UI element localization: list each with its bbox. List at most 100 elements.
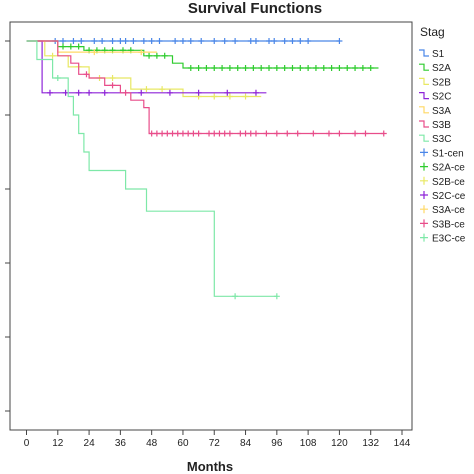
censor-mark-s2a <box>289 65 296 72</box>
censor-mark-s2c <box>166 89 173 96</box>
plot-border <box>9 21 413 431</box>
censor-mark-s1 <box>172 38 179 44</box>
legend-label: S2B <box>432 77 451 88</box>
censor-mark-s3b <box>216 130 223 137</box>
censor-mark-s2a <box>226 65 233 72</box>
legend-label: S3B-ce <box>432 219 465 230</box>
censor-mark-s2a <box>153 52 160 59</box>
censor-mark-s1 <box>91 38 98 44</box>
x-tick-label: 108 <box>300 438 317 449</box>
censor-mark-s3b <box>195 130 202 137</box>
censor-mark-s1 <box>289 38 296 44</box>
censor-mark-s3b <box>336 130 343 137</box>
censor-mark-s2b <box>211 93 218 100</box>
censor-mark-s2c <box>195 89 202 96</box>
censor-mark-s3b <box>148 130 155 137</box>
censor-mark-s3b <box>362 130 369 137</box>
x-tick-label: 120 <box>331 438 348 449</box>
legend-label: S2C-ce <box>432 191 466 202</box>
censor-mark-s3b <box>174 130 181 137</box>
x-tick-label: 72 <box>209 438 221 449</box>
survival-line-s2b <box>26 40 262 98</box>
censor-mark-s2b <box>49 52 56 59</box>
censor-mark-s2c <box>46 89 53 96</box>
legend-label: S3B <box>432 120 451 131</box>
censor-mark-s2a <box>242 65 249 72</box>
censor-mark-s2b <box>159 86 166 93</box>
legend-label: E3C-ce <box>432 234 466 245</box>
censor-mark-s3b <box>221 130 228 137</box>
legend-label: S1-cen <box>432 148 464 159</box>
legend-item: S3A-ce <box>420 205 465 216</box>
legend-label: S2B-ce <box>432 177 465 188</box>
censor-mark-s3c <box>232 293 239 300</box>
legend-item: S2A <box>419 63 451 74</box>
censor-mark-s2c <box>101 89 108 96</box>
censor-mark-s2a <box>250 65 257 72</box>
legend-label: S3A-ce <box>432 205 465 216</box>
censor-mark-s2a <box>195 65 202 72</box>
censor-mark-s2c <box>224 89 231 96</box>
censor-mark-s2a <box>336 65 343 72</box>
censor-mark-s1 <box>99 38 106 44</box>
legend-swatch <box>419 134 429 142</box>
censor-mark-s2a <box>344 65 351 72</box>
censor-mark-s2a <box>297 65 304 72</box>
censor-mark-s3b <box>352 130 359 137</box>
censor-mark-s1 <box>271 38 278 44</box>
censor-mark-s2b <box>143 86 150 93</box>
censor-mark-s2a <box>320 65 327 72</box>
censor-mark-s3c <box>54 75 61 81</box>
legend-item: S3B-ce <box>420 219 465 230</box>
x-axis: 0 12 24 36 48 60 72 84 96 108 120 132 144 <box>24 430 411 449</box>
censor-mark-s2b <box>226 93 233 100</box>
censor-mark-s1 <box>281 38 288 44</box>
x-tick-label: 132 <box>362 438 379 449</box>
legend-title: Stag <box>420 25 445 39</box>
censor-mark-s3b <box>273 130 280 137</box>
censor-mark-s3b <box>179 130 186 137</box>
legend-items: S1 S2A S2B S2C S3A S3B S3C S1-cen S2A-ce S2B-ce S2… <box>419 49 466 245</box>
censor-mark-s1 <box>247 38 254 44</box>
legend-item: S3A <box>419 106 451 117</box>
legend-label: S3C <box>432 134 451 145</box>
censor-mark-s1 <box>122 38 129 44</box>
legend-item: S2B-ce <box>420 176 465 188</box>
x-tick-label: 36 <box>115 438 127 449</box>
censor-mark-s1 <box>266 38 273 44</box>
censor-mark-s3b <box>153 130 160 137</box>
censor-mark-s3b <box>159 130 166 137</box>
legend-label: S1 <box>432 49 445 60</box>
censor-mark-s1 <box>78 38 85 44</box>
censor-mark-s1 <box>297 38 304 44</box>
censor-mark-s2a <box>273 65 280 72</box>
x-tick-label: 48 <box>146 438 158 449</box>
x-tick-label: 12 <box>52 438 64 449</box>
censor-mark-s2a <box>211 65 218 72</box>
survival-line-s3c <box>26 40 277 297</box>
x-tick-label: 84 <box>240 438 252 449</box>
survival-line-s2a <box>26 40 379 69</box>
censor-mark-s1 <box>148 38 155 44</box>
censor-mark-s2a <box>367 65 374 72</box>
censor-mark-s1 <box>336 38 343 44</box>
legend-swatch <box>420 205 428 214</box>
censor-mark-s3b <box>252 130 259 137</box>
censor-mark-s2a <box>60 43 67 50</box>
censor-mark-s1 <box>130 38 137 44</box>
x-tick-label: 60 <box>177 438 189 449</box>
censor-mark-s2a <box>203 65 210 72</box>
censor-mark-s1 <box>70 38 77 44</box>
legend-swatch <box>420 176 428 185</box>
censor-mark-s3b <box>211 130 218 137</box>
censor-mark-s2a <box>75 43 82 50</box>
censor-mark-s1 <box>198 38 205 44</box>
censor-mark-s1 <box>117 38 124 44</box>
censor-mark-s2a <box>161 52 168 59</box>
legend-item: S2C <box>419 92 451 103</box>
legend-item: E3C-ce <box>420 233 466 245</box>
censor-mark-s2a <box>219 65 226 72</box>
censor-mark-s2a <box>146 52 153 59</box>
series-s3b <box>26 40 387 137</box>
censor-mark-s2a <box>328 65 335 72</box>
